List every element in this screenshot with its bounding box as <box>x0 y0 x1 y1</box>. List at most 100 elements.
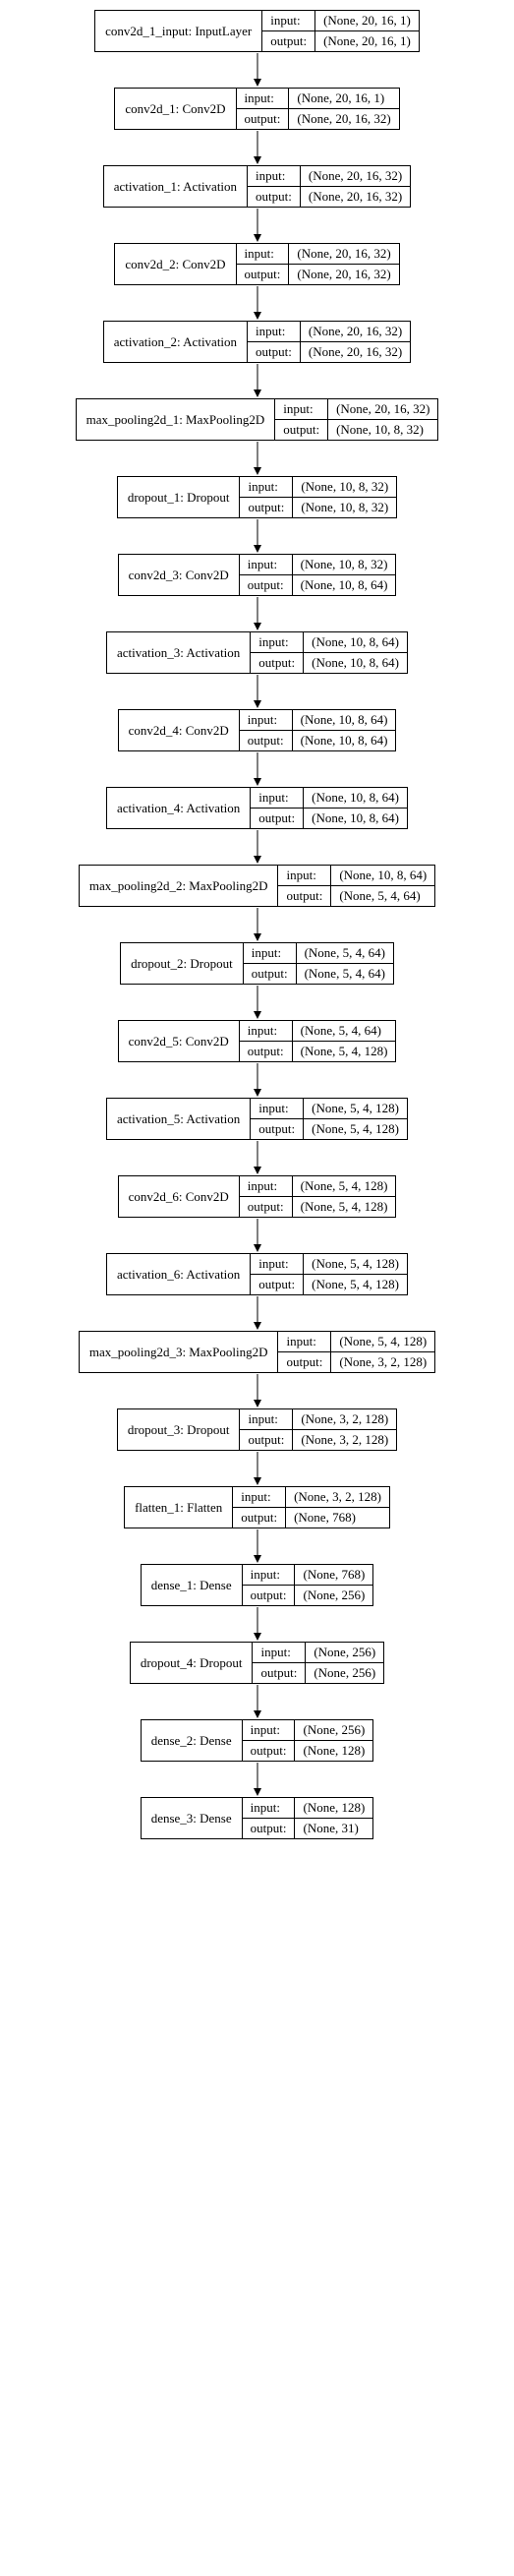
io-table: input:(None, 5, 4, 128)output:(None, 3, … <box>278 1332 434 1372</box>
layer-name: conv2d_4: Conv2D <box>119 710 240 750</box>
input-label: input: <box>262 11 315 31</box>
output-label: output: <box>248 342 301 362</box>
arrow-down-icon <box>251 442 264 475</box>
layer-node: dropout_3: Dropoutinput:(None, 3, 2, 128… <box>117 1408 397 1451</box>
arrow-down-icon <box>251 752 264 786</box>
input-shape: (None, 10, 8, 64) <box>304 788 407 809</box>
output-label: output: <box>240 498 293 517</box>
io-table: input:(None, 10, 8, 64)output:(None, 10,… <box>251 788 407 828</box>
io-table: input:(None, 256)output:(None, 128) <box>243 1720 373 1761</box>
output-label: output: <box>240 1042 293 1061</box>
input-shape: (None, 20, 16, 32) <box>328 399 437 420</box>
layer-name: conv2d_5: Conv2D <box>119 1021 240 1061</box>
input-shape: (None, 256) <box>306 1643 383 1663</box>
io-table: input:(None, 5, 4, 64)output:(None, 5, 4… <box>244 943 393 984</box>
layer-name: max_pooling2d_2: MaxPooling2D <box>80 866 279 906</box>
input-shape: (None, 5, 4, 128) <box>331 1332 434 1352</box>
layer-name: dropout_1: Dropout <box>118 477 241 517</box>
layer-node: max_pooling2d_2: MaxPooling2Dinput:(None… <box>79 865 435 907</box>
input-shape: (None, 3, 2, 128) <box>286 1487 389 1508</box>
io-table: input:(None, 128)output:(None, 31) <box>243 1798 373 1838</box>
input-label: input: <box>243 1798 296 1819</box>
output-shape: (None, 3, 2, 128) <box>293 1430 396 1450</box>
input-label: input: <box>240 1409 293 1430</box>
output-label: output: <box>278 886 331 906</box>
output-label: output: <box>244 964 297 984</box>
arrow-down-icon <box>251 1685 264 1718</box>
layer-name: flatten_1: Flatten <box>125 1487 233 1528</box>
output-label: output: <box>240 731 293 750</box>
input-label: input: <box>251 632 304 653</box>
layer-node: max_pooling2d_1: MaxPooling2Dinput:(None… <box>76 398 439 441</box>
output-label: output: <box>248 187 301 207</box>
output-shape: (None, 5, 4, 128) <box>304 1275 407 1294</box>
arrow-down-icon <box>251 908 264 941</box>
output-label: output: <box>240 1430 293 1450</box>
output-shape: (None, 10, 8, 64) <box>293 575 396 595</box>
io-table: input:(None, 20, 16, 1)output:(None, 20,… <box>262 11 419 51</box>
io-table: input:(None, 20, 16, 32)output:(None, 20… <box>248 166 410 207</box>
layer-node: activation_2: Activationinput:(None, 20,… <box>103 321 411 363</box>
arrow-down-icon <box>251 830 264 864</box>
layer-node: conv2d_1_input: InputLayerinput:(None, 2… <box>94 10 420 52</box>
output-label: output: <box>243 1586 296 1605</box>
layer-name: conv2d_1_input: InputLayer <box>95 11 262 51</box>
input-shape: (None, 256) <box>295 1720 372 1741</box>
layer-name: activation_5: Activation <box>107 1099 251 1139</box>
arrow-down-icon <box>251 519 264 553</box>
output-label: output: <box>251 653 304 673</box>
input-shape: (None, 20, 16, 32) <box>289 244 398 265</box>
input-label: input: <box>251 1099 304 1119</box>
layer-name: dropout_3: Dropout <box>118 1409 241 1450</box>
io-table: input:(None, 20, 16, 32)output:(None, 20… <box>237 244 399 284</box>
arrow-down-icon <box>251 1374 264 1408</box>
layer-name: dense_2: Dense <box>142 1720 243 1761</box>
input-shape: (None, 20, 16, 32) <box>301 166 410 187</box>
layer-name: max_pooling2d_1: MaxPooling2D <box>77 399 276 440</box>
io-table: input:(None, 20, 16, 32)output:(None, 10… <box>275 399 437 440</box>
arrow-down-icon <box>251 1607 264 1641</box>
output-label: output: <box>251 1119 304 1139</box>
layer-node: activation_1: Activationinput:(None, 20,… <box>103 165 411 208</box>
io-table: input:(None, 10, 8, 32)output:(None, 10,… <box>240 477 396 517</box>
input-label: input: <box>237 89 290 109</box>
input-label: input: <box>240 710 293 731</box>
input-label: input: <box>240 555 293 575</box>
output-label: output: <box>251 809 304 828</box>
input-label: input: <box>248 166 301 187</box>
io-table: input:(None, 20, 16, 32)output:(None, 20… <box>248 322 410 362</box>
output-label: output: <box>253 1663 306 1683</box>
layer-node: dense_2: Denseinput:(None, 256)output:(N… <box>141 1719 374 1762</box>
layer-node: flatten_1: Flatteninput:(None, 3, 2, 128… <box>124 1486 390 1528</box>
output-shape: (None, 20, 16, 32) <box>289 109 398 129</box>
arrow-down-icon <box>251 1452 264 1485</box>
output-shape: (None, 256) <box>295 1586 372 1605</box>
input-label: input: <box>233 1487 286 1508</box>
io-table: input:(None, 5, 4, 64)output:(None, 5, 4… <box>240 1021 396 1061</box>
layer-node: dropout_1: Dropoutinput:(None, 10, 8, 32… <box>117 476 397 518</box>
input-label: input: <box>278 866 331 886</box>
io-table: input:(None, 5, 4, 128)output:(None, 5, … <box>251 1099 407 1139</box>
input-label: input: <box>278 1332 331 1352</box>
output-shape: (None, 256) <box>306 1663 383 1683</box>
input-label: input: <box>275 399 328 420</box>
input-shape: (None, 10, 8, 64) <box>293 710 396 731</box>
output-label: output: <box>233 1508 286 1528</box>
arrow-down-icon <box>251 1063 264 1097</box>
input-label: input: <box>248 322 301 342</box>
output-shape: (None, 5, 4, 64) <box>331 886 434 906</box>
input-label: input: <box>240 477 293 498</box>
layer-node: dropout_4: Dropoutinput:(None, 256)outpu… <box>130 1642 384 1684</box>
layer-name: conv2d_2: Conv2D <box>115 244 236 284</box>
layer-node: activation_5: Activationinput:(None, 5, … <box>106 1098 408 1140</box>
layer-node: activation_6: Activationinput:(None, 5, … <box>106 1253 408 1295</box>
arrow-down-icon <box>251 364 264 397</box>
layer-node: conv2d_2: Conv2Dinput:(None, 20, 16, 32)… <box>114 243 399 285</box>
io-table: input:(None, 3, 2, 128)output:(None, 768… <box>233 1487 389 1528</box>
output-label: output: <box>240 1197 293 1217</box>
layer-name: max_pooling2d_3: MaxPooling2D <box>80 1332 279 1372</box>
input-shape: (None, 768) <box>295 1565 372 1586</box>
arrow-down-icon <box>251 597 264 630</box>
arrow-down-icon <box>251 286 264 320</box>
layer-name: dense_3: Dense <box>142 1798 243 1838</box>
